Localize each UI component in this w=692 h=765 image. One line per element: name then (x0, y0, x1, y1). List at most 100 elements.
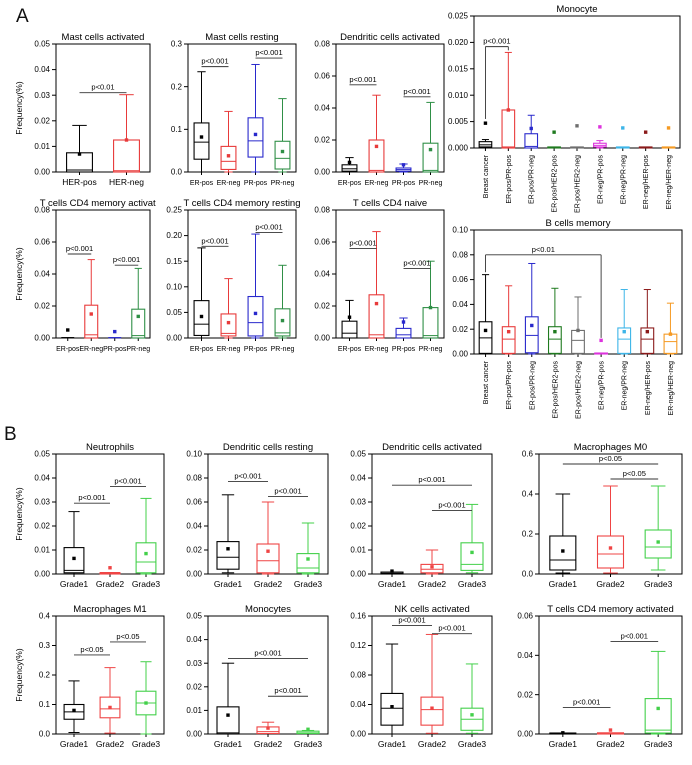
y-tick-label: 0.3 (39, 641, 51, 650)
mean-marker (656, 540, 660, 544)
y-tick-label: 0.16 (350, 612, 366, 621)
p-value-label: p<0.001 (438, 624, 465, 633)
box-group (247, 63, 264, 173)
y-tick-label: 0.05 (166, 308, 182, 317)
y-tick-label: 0.04 (452, 300, 468, 309)
mean-marker (470, 713, 474, 717)
mean-marker (645, 329, 650, 334)
mean-marker (430, 565, 434, 569)
box-group (216, 662, 240, 735)
significance-annotation: p<0.05 (610, 469, 659, 480)
box-group (220, 110, 237, 173)
y-tick-label: 0.020 (448, 38, 469, 47)
y-tick-label: 0.2 (39, 671, 51, 680)
p-value-label: p<0.001 (234, 472, 261, 481)
y-tick-label: 0.04 (517, 651, 533, 660)
x-tick-label: PR-neg (419, 180, 443, 187)
mean-marker (608, 728, 613, 732)
y-tick-label: 0.02 (34, 522, 50, 531)
x-tick-label: ER-neg (365, 346, 389, 353)
x-tick-label: ER-pos/PR-neg (529, 155, 536, 204)
x-tick-label: PR-neg (419, 346, 443, 353)
box-group (422, 101, 439, 173)
mean-marker (113, 329, 117, 334)
x-tick-label: ER-neg/HER-pos (643, 155, 650, 210)
tcells-cd4-memory-activated-a-svg: T cells CD4 memory activated Frequency(%)… (14, 198, 166, 353)
x-tick-label: Grade3 (644, 739, 673, 749)
y-tick-label: 0.10 (452, 226, 468, 235)
bcells-memory-svg: B cells memory 0.00 0.02 0.04 0.06 0.08 0.10 Br… (452, 218, 683, 419)
mean-marker (576, 328, 580, 333)
x-tick-label: ER-neg/PR-neg (622, 361, 629, 411)
y-tick-label: 0.03 (34, 91, 50, 100)
y-tick-label: 0.04 (314, 104, 330, 113)
tcells-cd4-memory-activated-b-svg: T cells CD4 memory activated 0.00 0.02 0.04… (517, 604, 683, 749)
y-axis-label: Frequency(%) (14, 487, 24, 541)
mean-marker (280, 318, 285, 323)
y-tick-label: 0.00 (186, 730, 202, 739)
p-value-label: p<0.001 (621, 632, 648, 641)
mean-marker (72, 556, 76, 561)
box-group (501, 285, 516, 355)
p-value-label: p<0.001 (66, 244, 93, 253)
boxplot-monocyte: Monocyte 0.000 0.005 0.010 0.015 0.020 0.025 Br… (438, 2, 690, 214)
significance-annotation: p<0.001 (432, 624, 472, 635)
y-tick-label: 0.01 (34, 142, 50, 151)
chart-title: B cells memory (546, 218, 611, 229)
x-tick-label: ER-pos (338, 346, 362, 353)
box-group (61, 328, 75, 339)
y-tick-label: 0.04 (34, 65, 50, 74)
box-group (84, 259, 99, 339)
mean-marker (226, 547, 230, 551)
chart-title: Monocytes (245, 604, 291, 615)
significance-annotation: p<0.001 (392, 616, 432, 627)
x-tick-label: Grade1 (214, 739, 243, 749)
panel-a-label: A (16, 6, 29, 27)
x-tick-label: ER-neg/HER-neg (666, 155, 673, 210)
x-tick-label: ER-pos/PR-neg (529, 361, 536, 410)
significance-annotation: p<0.001 (432, 500, 472, 511)
y-tick-label: 0.1 (171, 125, 183, 134)
significance-annotation: p<0.001 (392, 475, 472, 486)
mean-marker (621, 126, 625, 130)
y-tick-label: 0.02 (314, 302, 330, 311)
p-value-label: p<0.001 (349, 75, 376, 84)
y-tick-label: 0.04 (186, 522, 202, 531)
x-tick-label: HER-pos (62, 177, 96, 187)
significance-annotation: p<0.001 (349, 75, 377, 86)
dendritic-cells-resting-svg: Dendritic cells resting 0.00 0.02 0.04 0.06 0… (186, 442, 329, 589)
mean-marker (253, 132, 258, 137)
p-value-label: p<0.001 (254, 648, 281, 657)
significance-annotation: p<0.001 (268, 686, 308, 697)
x-tick-label: Grade2 (96, 579, 125, 589)
y-axis-label: Frequency(%) (14, 648, 24, 702)
p-value-label: p<0.001 (113, 255, 140, 264)
box-group (341, 157, 358, 173)
y-tick-label: 0.08 (186, 474, 202, 483)
p-value-label: p<0.05 (80, 645, 103, 654)
y-tick-label: 0.01 (350, 546, 366, 555)
box-group (460, 503, 484, 574)
mean-marker (575, 124, 579, 128)
plot-frame (55, 43, 151, 173)
y-tick-label: 0.02 (452, 325, 468, 334)
x-tick-label: Grade2 (254, 579, 283, 589)
y-tick-label: 0.6 (522, 450, 534, 459)
x-tick-label: ER-neg/PR-pos (599, 361, 606, 411)
y-tick-label: 0.01 (34, 546, 50, 555)
mean-marker (347, 160, 352, 165)
x-tick-label: Grade1 (378, 739, 407, 749)
chart-title: T cells CD4 memory activated (547, 604, 674, 615)
y-axis-label: Frequency(%) (14, 81, 24, 135)
y-tick-label: 0.25 (166, 206, 182, 215)
significance-annotation: p<0.001 (349, 238, 377, 249)
y-tick-label: 0.08 (34, 206, 50, 215)
box-group (135, 497, 157, 575)
box-group (663, 302, 678, 355)
y-tick-label: 0.00 (350, 730, 366, 739)
box-group (549, 731, 577, 735)
x-tick-label: ER-pos (190, 180, 214, 187)
y-tick-label: 0.05 (34, 40, 50, 49)
panel-b-label: B (4, 424, 17, 445)
y-tick-label: 0.010 (448, 91, 469, 100)
